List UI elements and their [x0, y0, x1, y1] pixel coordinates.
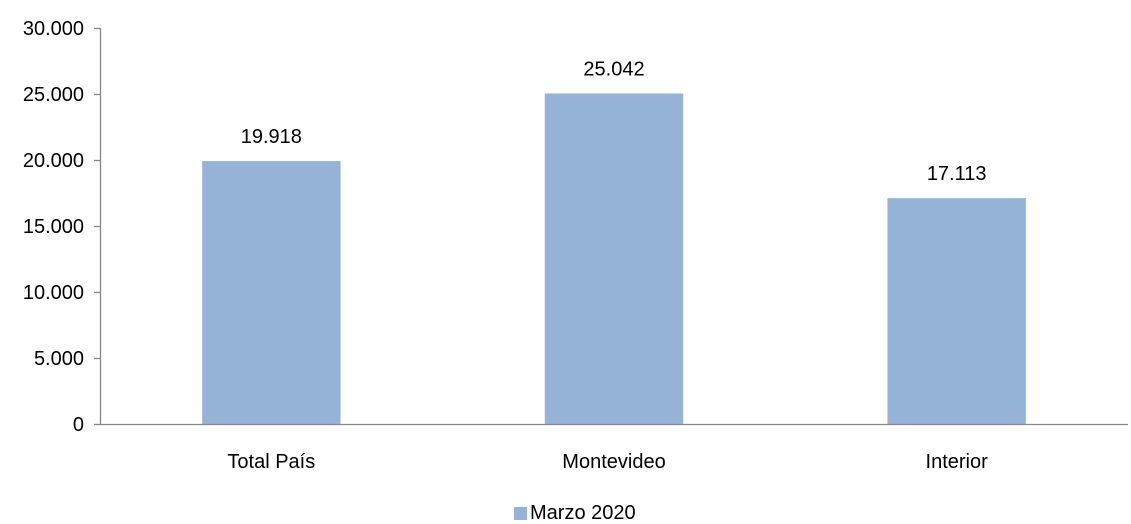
x-category-label: Montevideo [562, 451, 665, 473]
y-tick-label: 25.000 [23, 84, 84, 106]
y-tick-label: 15.000 [23, 216, 84, 238]
legend-swatch [514, 507, 527, 520]
data-labels: 19.918 25.042 17.113 [241, 58, 987, 185]
bar-value-label: 19.918 [241, 126, 302, 148]
y-tick-label: 0 [73, 414, 84, 436]
y-tick-label: 10.000 [23, 282, 84, 304]
x-category-label: Interior [926, 451, 989, 473]
legend: Marzo 2020 [514, 502, 636, 524]
y-tick-label: 20.000 [23, 150, 84, 172]
bar-montevideo [544, 93, 684, 424]
bar-value-label: 17.113 [927, 163, 987, 185]
y-tick-label: 5.000 [34, 348, 84, 370]
y-axis: 0 5.000 10.000 15.000 20.000 25.000 30.000 [23, 18, 102, 436]
bars [202, 93, 1026, 424]
legend-label: Marzo 2020 [530, 502, 636, 524]
x-axis: Total País Montevideo Interior [100, 423, 1128, 473]
y-tick-label: 30.000 [23, 18, 84, 40]
bar-value-label: 25.042 [583, 58, 644, 80]
bar-interior [887, 198, 1026, 424]
x-category-label: Total País [227, 451, 315, 473]
bar-total-pa-s [202, 161, 341, 424]
